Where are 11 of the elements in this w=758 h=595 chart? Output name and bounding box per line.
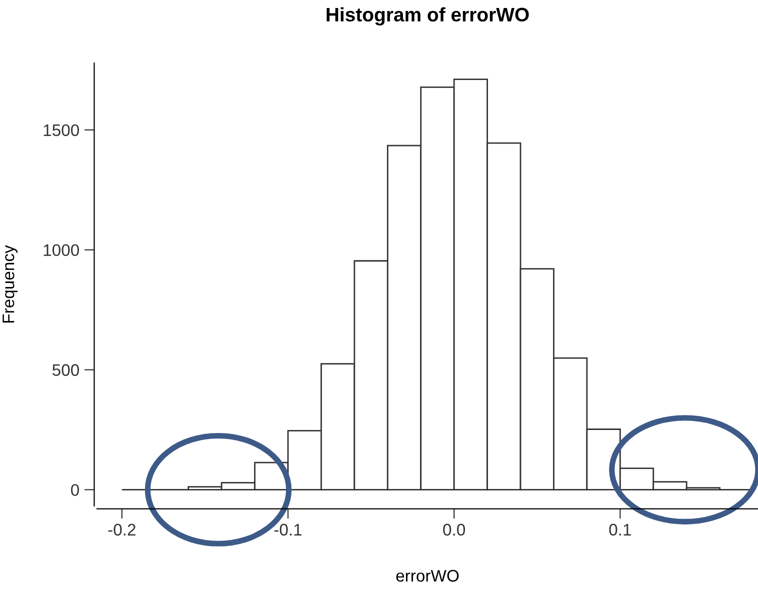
x-tick-label: -0.2 [108, 524, 136, 536]
x-tick-label: 0.1 [609, 524, 631, 536]
x-tick-label: -0.1 [274, 524, 302, 536]
y-tick-label: 0 [71, 484, 79, 496]
x-tick-label: 0.0 [443, 524, 466, 536]
x-axis-title: errorWO [396, 570, 459, 582]
chart-title: Histogram of errorWO [326, 7, 529, 26]
y-tick-label: 1500 [44, 124, 79, 136]
y-tick-label: 1000 [44, 244, 79, 256]
y-tick-label: 500 [52, 364, 79, 376]
y-axis-title: Frequency [2, 245, 18, 322]
